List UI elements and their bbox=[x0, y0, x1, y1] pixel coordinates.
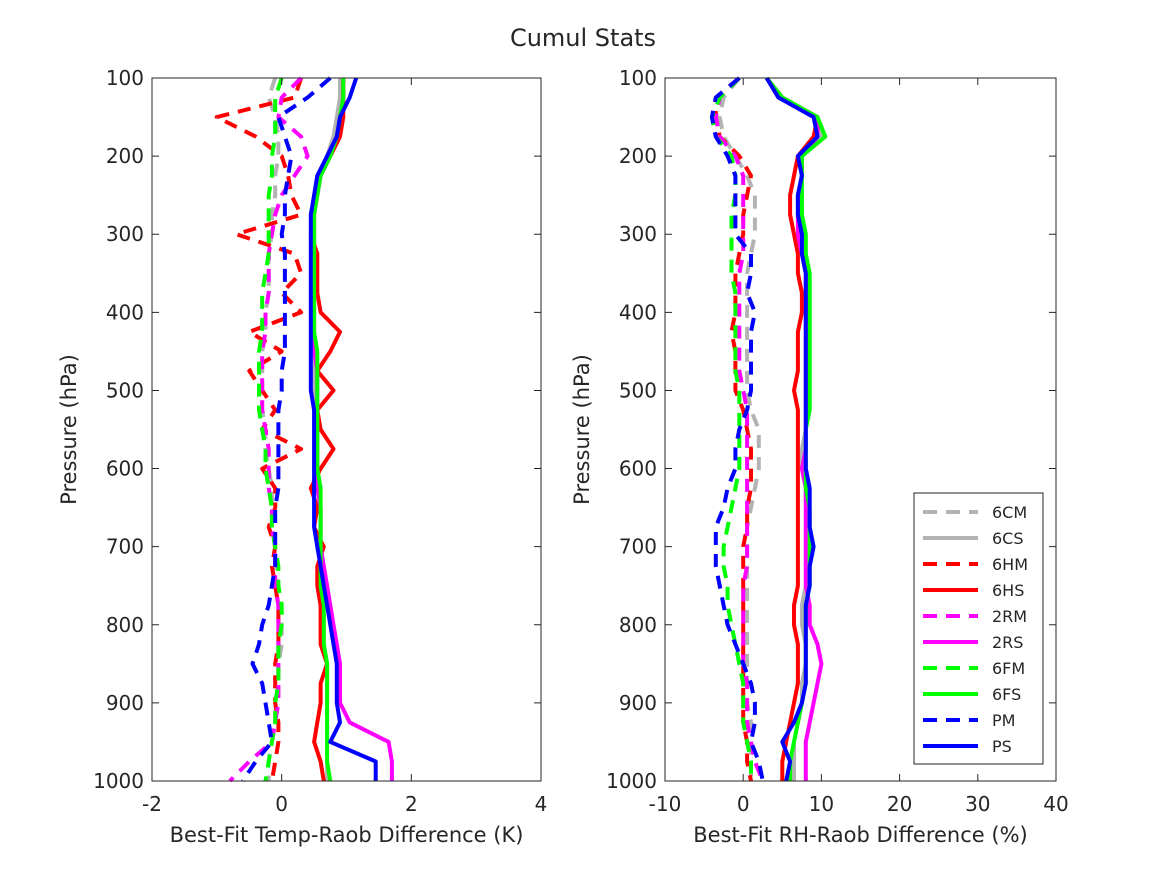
x-tick-label: -2 bbox=[142, 792, 162, 816]
x-tick-label: 4 bbox=[535, 792, 548, 816]
y-tick-label: 900 bbox=[106, 691, 144, 715]
series-line-6cm bbox=[717, 76, 761, 781]
temperature-panel: -2 0 2 4 100 200 300 400 500 600 700 800 900 1000 Best… bbox=[57, 66, 547, 847]
y-tick-label: 1000 bbox=[606, 769, 657, 793]
x-tick-label: 0 bbox=[275, 792, 288, 816]
legend-label-6fm: 6FM bbox=[992, 659, 1025, 678]
legend-label-6hm: 6HM bbox=[992, 555, 1028, 574]
x-tick-label: 10 bbox=[809, 792, 834, 816]
y-tick-label: 700 bbox=[619, 535, 657, 559]
y-tick-label: 700 bbox=[106, 535, 144, 559]
x-tick-label: 0 bbox=[737, 792, 750, 816]
legend-label-pm: PM bbox=[992, 711, 1015, 730]
axes-frame bbox=[664, 77, 1057, 782]
y-tick-label: 600 bbox=[106, 457, 144, 481]
legend-label-ps: PS bbox=[992, 737, 1012, 756]
y-tick-label: 200 bbox=[106, 144, 144, 168]
y-tick-label: 300 bbox=[106, 222, 144, 246]
x-axis-label: Best-Fit RH-Raob Difference (%) bbox=[693, 823, 1027, 847]
series-line-6fs bbox=[312, 78, 346, 782]
x-tick-label: 2 bbox=[405, 792, 418, 816]
y-tick-label: 500 bbox=[106, 378, 144, 402]
x-tick-label: 20 bbox=[887, 792, 912, 816]
y-tick-label: 300 bbox=[619, 222, 657, 246]
legend-label-2rm: 2RM bbox=[992, 607, 1027, 626]
series-line-pm bbox=[709, 76, 765, 782]
y-axis-label: Pressure (hPa) bbox=[57, 354, 81, 505]
y-tick-label: 500 bbox=[619, 378, 657, 402]
series-line-ps bbox=[308, 77, 378, 781]
legend-label-6fs: 6FS bbox=[992, 685, 1021, 704]
axes-frame bbox=[151, 77, 542, 782]
x-tick-label: 40 bbox=[1043, 792, 1068, 816]
y-axis-label: Pressure (hPa) bbox=[570, 354, 594, 505]
series-line-6fm bbox=[257, 77, 284, 782]
series-line-6hs bbox=[765, 76, 820, 781]
legend-label-6hs: 6HS bbox=[992, 581, 1024, 600]
y-tick-label: 400 bbox=[106, 300, 144, 324]
y-tick-label: 600 bbox=[619, 457, 657, 481]
y-tick-label: 200 bbox=[619, 144, 657, 168]
y-tick-label: 800 bbox=[106, 613, 144, 637]
series-line-pm bbox=[241, 76, 332, 783]
x-tick-label: -10 bbox=[649, 792, 682, 816]
legend-label-6cm: 6CM bbox=[992, 503, 1027, 522]
rh-panel: -10 0 10 20 30 40 100 200 300 400 500 600 700 800 900 1… bbox=[570, 66, 1069, 847]
legend-box bbox=[913, 492, 1044, 765]
series-line-2rm bbox=[228, 76, 310, 783]
x-tick-label: 30 bbox=[965, 792, 990, 816]
series-line-ps bbox=[764, 76, 820, 782]
y-tick-label: 800 bbox=[619, 613, 657, 637]
y-tick-label: 100 bbox=[106, 66, 144, 90]
legend-label-6cs: 6CS bbox=[992, 529, 1024, 548]
y-tick-label: 900 bbox=[619, 691, 657, 715]
legend: 6CM 6CS 6HM 6HS 2RM 2RS 6FM 6FS PM PS bbox=[913, 492, 1044, 765]
y-tick-label: 400 bbox=[619, 300, 657, 324]
y-tick-label: 1000 bbox=[93, 769, 144, 793]
figure-title: Cumul Stats bbox=[510, 24, 656, 52]
legend-label-2rs: 2RS bbox=[992, 633, 1023, 652]
series-line-6hm bbox=[713, 76, 753, 782]
y-tick-label: 100 bbox=[619, 66, 657, 90]
x-axis-label: Best-Fit Temp-Raob Difference (K) bbox=[170, 823, 524, 847]
